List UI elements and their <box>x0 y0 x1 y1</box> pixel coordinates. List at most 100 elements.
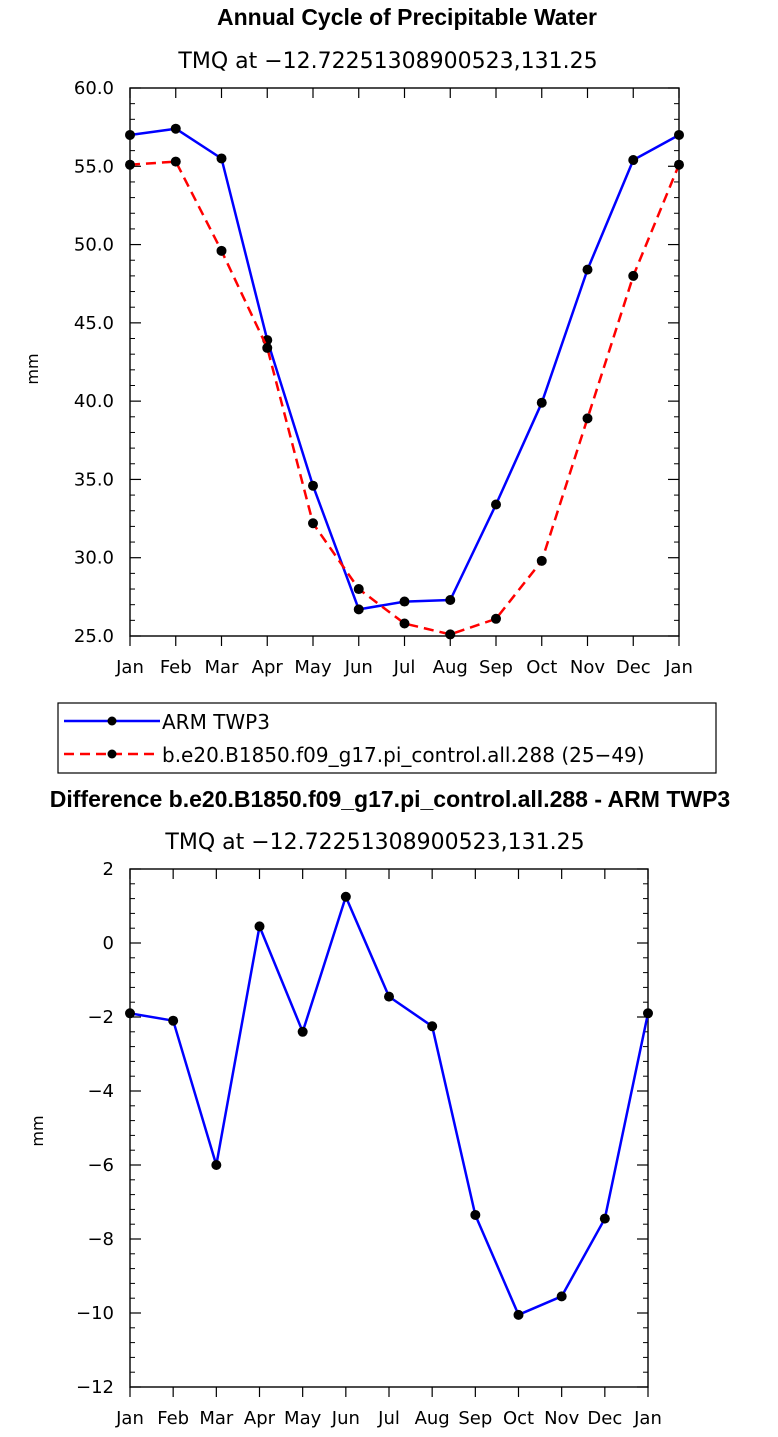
chart2-series-0-point <box>643 1008 653 1019</box>
chart2-series-0-point <box>513 1309 524 1320</box>
chart1-xtick-label: Feb <box>160 657 192 678</box>
legend-marker-arm <box>107 716 117 726</box>
chart1-ytick-label: 55.0 <box>74 156 114 177</box>
chart2-xtick-label: Sep <box>458 1408 492 1429</box>
chart2-series-0-point <box>211 1160 222 1170</box>
chart2-xtick-label: Feb <box>157 1408 189 1429</box>
chart1-ytick-label: 40.0 <box>74 391 114 412</box>
chart1-title: Annual Cycle of Precipitable Water <box>217 4 597 30</box>
chart1-xtick-label: Mar <box>205 657 240 678</box>
chart1-xtick-label: Jan <box>115 657 144 678</box>
chart1-series-1-point <box>674 159 684 170</box>
chart2-series-0-point <box>125 1008 135 1019</box>
legend: ARM TWP3 b.e20.B1850.f09_g17.pi_control.… <box>57 702 717 774</box>
chart1-xtick-label: May <box>294 657 332 678</box>
legend-label-model: b.e20.B1850.f09_g17.pi_control.all.288 (… <box>162 743 645 767</box>
chart1-ytick-label: 30.0 <box>74 548 114 569</box>
chart1-series-1-point <box>353 584 364 595</box>
chart1-xtick-label: Apr <box>252 657 284 678</box>
chart2-plot: −12 −10 −8 −6 −4 −2 0 2 Jan Feb Mar Apr May Jun Jul Aug… <box>76 859 662 1429</box>
chart1-series-0-point <box>170 123 181 134</box>
chart1-ytick-label: 35.0 <box>74 469 114 490</box>
chart1-xtick-label: Nov <box>570 657 605 678</box>
chart2-series-0-point <box>340 891 351 902</box>
chart1-subtitle: TMQ at −12.72251308900523,131.25 <box>177 49 597 74</box>
chart1-xtick-label: Jun <box>344 657 373 678</box>
chart2-ytick-label: −6 <box>87 1155 114 1176</box>
chart1-series-0-point <box>628 155 639 166</box>
chart2-series-0-point <box>297 1026 308 1037</box>
chart1-series-1-point <box>125 159 135 170</box>
chart2-xtick-label: May <box>284 1408 322 1429</box>
chart1-xtick-label: Jan <box>664 657 693 678</box>
chart2-subtitle: TMQ at −12.72251308900523,131.25 <box>164 830 584 855</box>
chart1-xtick-label: Jul <box>393 657 416 678</box>
chart1-ytick-label: 50.0 <box>74 235 114 256</box>
chart1-series-0-point <box>353 604 364 615</box>
chart1-series-0-point <box>125 129 135 140</box>
chart1-series-1-point <box>216 245 227 256</box>
chart1-series-1-point <box>582 413 593 424</box>
chart1-ytick-label: 45.0 <box>74 313 114 334</box>
chart1-ytick-label: 60.0 <box>74 78 114 99</box>
chart2-series-0-point <box>384 991 394 1002</box>
chart1-series-0-point <box>674 129 684 140</box>
chart2-xtick-label: Nov <box>544 1408 579 1429</box>
chart2-xtick-label: Apr <box>244 1408 276 1429</box>
chart2-xtick-label: Mar <box>199 1408 234 1429</box>
chart2-xtick-label: Dec <box>587 1408 622 1429</box>
chart1-series-0-point <box>399 596 410 607</box>
chart2-series-0-line <box>129 895 650 1317</box>
chart2-ytick-label: 2 <box>103 859 114 880</box>
chart2-xtick-label: Jul <box>377 1408 400 1429</box>
chart2-series-0-point <box>599 1213 610 1224</box>
chart1-series-1-point <box>262 342 273 353</box>
chart2-title: Difference b.e20.B1850.f09_g17.pi_contro… <box>50 786 730 812</box>
chart2-ytick-label: 0 <box>103 933 114 954</box>
chart1-frame <box>129 87 680 637</box>
legend-box <box>57 702 717 774</box>
chart2-series-0-point <box>470 1209 481 1220</box>
chart2-series-0-point <box>556 1291 567 1302</box>
chart1-series-1-point <box>491 613 501 624</box>
chart2-series-0-point <box>254 921 265 932</box>
legend-label-arm: ARM TWP3 <box>162 710 270 734</box>
chart2-series-0-point <box>427 1021 438 1032</box>
chart1-plot: 25.0 30.0 35.0 40.0 45.0 50.0 55.0 60.0 Jan Feb Ma… <box>74 78 693 678</box>
chart1-series-0-point <box>216 153 227 164</box>
chart1-xtick-label: Sep <box>479 657 513 678</box>
chart1-series-0-point <box>536 397 547 408</box>
chart1-ylabel: mm <box>23 353 42 384</box>
chart2-ytick-label: −2 <box>87 1007 114 1028</box>
chart2-ytick-label: −4 <box>87 1081 114 1102</box>
chart2-ytick-label: −12 <box>76 1377 114 1398</box>
chart1-xtick-label: Aug <box>433 657 468 678</box>
chart1-series-1-line <box>129 160 681 636</box>
chart1-series-0-point <box>582 264 593 275</box>
chart2-ytick-label: −8 <box>87 1229 114 1250</box>
chart2-series-0-point <box>168 1015 179 1026</box>
chart2-xtick-label: Aug <box>415 1408 450 1429</box>
chart2-xtick-label: Oct <box>503 1408 534 1429</box>
chart2-ylabel: mm <box>28 1115 47 1146</box>
chart1-series-1-point <box>399 618 410 629</box>
chart1-series-1-point <box>308 518 318 529</box>
chart1-series-0-point <box>308 480 318 491</box>
chart2-frame <box>129 868 649 1388</box>
chart1-xtick-label: Dec <box>616 657 651 678</box>
chart1-series-1-point <box>536 555 547 566</box>
chart1-series-1-point <box>628 270 639 281</box>
chart2-xtick-label: Jun <box>331 1408 360 1429</box>
chart1-xtick-label: Oct <box>526 657 557 678</box>
chart1-series-0-point <box>491 499 501 510</box>
chart2-ytick-label: −10 <box>76 1303 114 1324</box>
chart1-series-1-point <box>445 629 456 640</box>
legend-marker-model <box>107 749 117 759</box>
chart1-ytick-label: 25.0 <box>74 626 114 647</box>
chart2-xtick-label: Jan <box>633 1408 662 1429</box>
chart1-series-1-point <box>170 156 181 167</box>
chart1-series-0-line <box>129 127 680 611</box>
chart2-xtick-label: Jan <box>115 1408 144 1429</box>
chart1-series-0-point <box>445 594 456 605</box>
